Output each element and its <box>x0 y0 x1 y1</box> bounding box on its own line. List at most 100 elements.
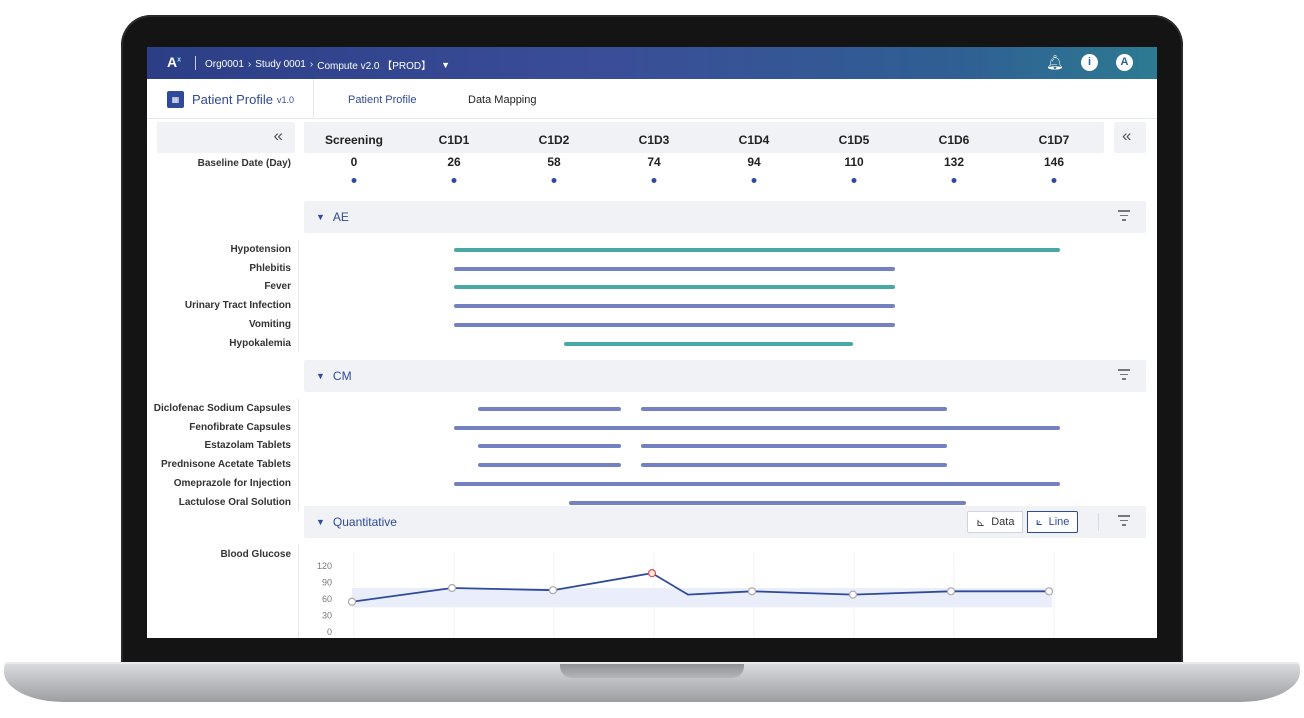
cm-duration-bar[interactable] <box>641 463 947 468</box>
cm-duration-bar[interactable] <box>454 425 1060 430</box>
cm-duration-bar[interactable] <box>454 481 1060 486</box>
cm-row-label: Fenofibrate Capsules <box>189 421 291 433</box>
collapse-left-button[interactable]: « <box>157 122 295 153</box>
ae-duration-bar[interactable] <box>454 285 895 290</box>
cm-row-divider <box>298 399 299 511</box>
visit-label: C1D2 <box>538 133 570 147</box>
visit-label: C1D6 <box>938 133 970 147</box>
visit-marker[interactable] <box>851 178 857 183</box>
ae-duration-bar[interactable] <box>564 341 853 346</box>
cm-duration-bar[interactable] <box>641 407 947 411</box>
cm-row-label: Estazolam Tablets <box>204 440 291 452</box>
visit-marker[interactable] <box>551 178 557 183</box>
ae-row-divider <box>298 240 299 352</box>
baseline-date-label: Baseline Date (Day) <box>197 158 291 169</box>
quant-row-divider <box>298 544 299 638</box>
y-tick-label: 30 <box>322 611 332 621</box>
collapse-right-button[interactable]: « <box>1114 122 1146 153</box>
line-view-button[interactable]: ⟀ Line <box>1027 511 1079 533</box>
chevron-right-icon: › <box>309 59 314 70</box>
baseline-day-value: 0 <box>350 155 358 169</box>
ae-row-label: Phlebitis <box>249 262 291 274</box>
caret-down-icon[interactable]: ▼ <box>441 59 451 70</box>
visit-label: C1D3 <box>638 133 670 147</box>
chevron-right-icon: › <box>247 59 252 70</box>
patient-profile-icon: ▦ <box>167 91 184 108</box>
ae-duration-bar[interactable] <box>454 266 895 271</box>
ae-row-label: Fever <box>264 281 291 293</box>
glucose-point[interactable] <box>1044 587 1054 596</box>
baseline-day-value: 26 <box>447 155 461 169</box>
glucose-point[interactable] <box>946 587 956 596</box>
visit-marker[interactable] <box>651 178 657 183</box>
user-avatar[interactable]: A <box>1116 54 1133 71</box>
app-version: v1.0 <box>276 94 294 105</box>
visit-marker[interactable] <box>351 178 357 183</box>
bell-icon[interactable]: 🔔︎ <box>1046 54 1064 70</box>
quantitative-title-text: Quantitative <box>332 515 397 529</box>
triangle-down-icon: ▼ <box>316 517 325 527</box>
blood-glucose-chart: 120 90 60 30 0 <box>317 552 1055 638</box>
app-screen: Ax Org0001 › Study 0001 › Compute v2.0 【… <box>147 47 1157 638</box>
visit-label: Screening <box>324 133 384 147</box>
cm-title-text: CM <box>332 369 352 383</box>
visit-label: C1D5 <box>838 133 870 147</box>
line-chart-icon: ⟀ <box>1036 515 1043 528</box>
visit-marker[interactable] <box>1051 178 1057 183</box>
double-chevron-left-icon: « <box>1122 126 1132 145</box>
app-title-text: Patient Profile <box>192 92 273 107</box>
ae-row-label: Hypotension <box>230 244 291 255</box>
glucose-point[interactable] <box>347 597 357 606</box>
filter-icon[interactable] <box>1118 515 1130 527</box>
crumb-org[interactable]: Org0001 <box>205 59 244 70</box>
data-view-button[interactable]: ⊾ Data <box>967 511 1024 533</box>
ae-row-label: Urinary Tract Infection <box>184 300 291 312</box>
visit-marker[interactable] <box>951 178 957 183</box>
triangle-down-icon: ▼ <box>316 371 325 381</box>
header-divider <box>313 79 314 119</box>
info-icon[interactable]: i <box>1081 54 1098 71</box>
ae-section-header[interactable]: ▼ AE <box>304 201 1146 233</box>
filter-icon[interactable] <box>1118 369 1130 381</box>
glucose-point-abnormal[interactable] <box>647 569 657 578</box>
visit-marker[interactable] <box>751 178 757 183</box>
cm-duration-bar[interactable] <box>478 444 621 449</box>
ae-section-title: ▼ AE <box>316 210 349 224</box>
filter-icon[interactable] <box>1118 210 1130 222</box>
cm-duration-bar[interactable] <box>478 407 621 411</box>
laptop-notch <box>560 664 744 678</box>
ae-duration-bar[interactable] <box>454 304 895 309</box>
y-tick-label: 120 <box>317 561 332 571</box>
ae-duration-bar[interactable] <box>454 248 1060 252</box>
blood-glucose-label: Blood Glucose <box>220 549 291 560</box>
baseline-day-value: 94 <box>747 155 761 169</box>
data-button-label: Data <box>991 516 1015 528</box>
logo-sup: x <box>177 56 182 64</box>
visit-marker[interactable] <box>451 178 457 183</box>
cm-duration-bar[interactable] <box>478 463 621 468</box>
glucose-point[interactable] <box>848 590 858 599</box>
cm-section-header[interactable]: ▼ CM <box>304 360 1146 392</box>
cm-row-label: Lactulose Oral Solution <box>178 496 291 508</box>
y-tick-label: 60 <box>322 594 332 604</box>
crumb-compute[interactable]: Compute v2.0 【PROD】 <box>317 61 432 72</box>
baseline-day-value: 74 <box>647 155 661 169</box>
controls-divider <box>1098 513 1099 531</box>
navbar-divider <box>195 56 196 70</box>
y-tick-label: 0 <box>327 627 332 637</box>
crumb-study[interactable]: Study 0001 <box>255 59 306 70</box>
cm-duration-bar[interactable] <box>641 444 947 449</box>
navbar-actions: 🔔︎ i A <box>1046 54 1133 71</box>
tab-patient-profile[interactable]: Patient Profile <box>348 94 417 106</box>
glucose-point[interactable] <box>747 587 757 596</box>
y-tick-label: 90 <box>322 578 332 588</box>
glucose-point[interactable] <box>447 583 457 593</box>
visit-label: C1D1 <box>438 133 470 147</box>
app-logo[interactable]: Ax <box>167 54 181 70</box>
ae-row-label: Vomiting <box>248 318 291 330</box>
ae-duration-bar[interactable] <box>454 322 895 327</box>
glucose-point[interactable] <box>548 586 558 595</box>
cm-duration-bar[interactable] <box>569 500 966 505</box>
bar-chart-icon: ⊾ <box>976 516 986 529</box>
tab-data-mapping[interactable]: Data Mapping <box>468 94 537 106</box>
